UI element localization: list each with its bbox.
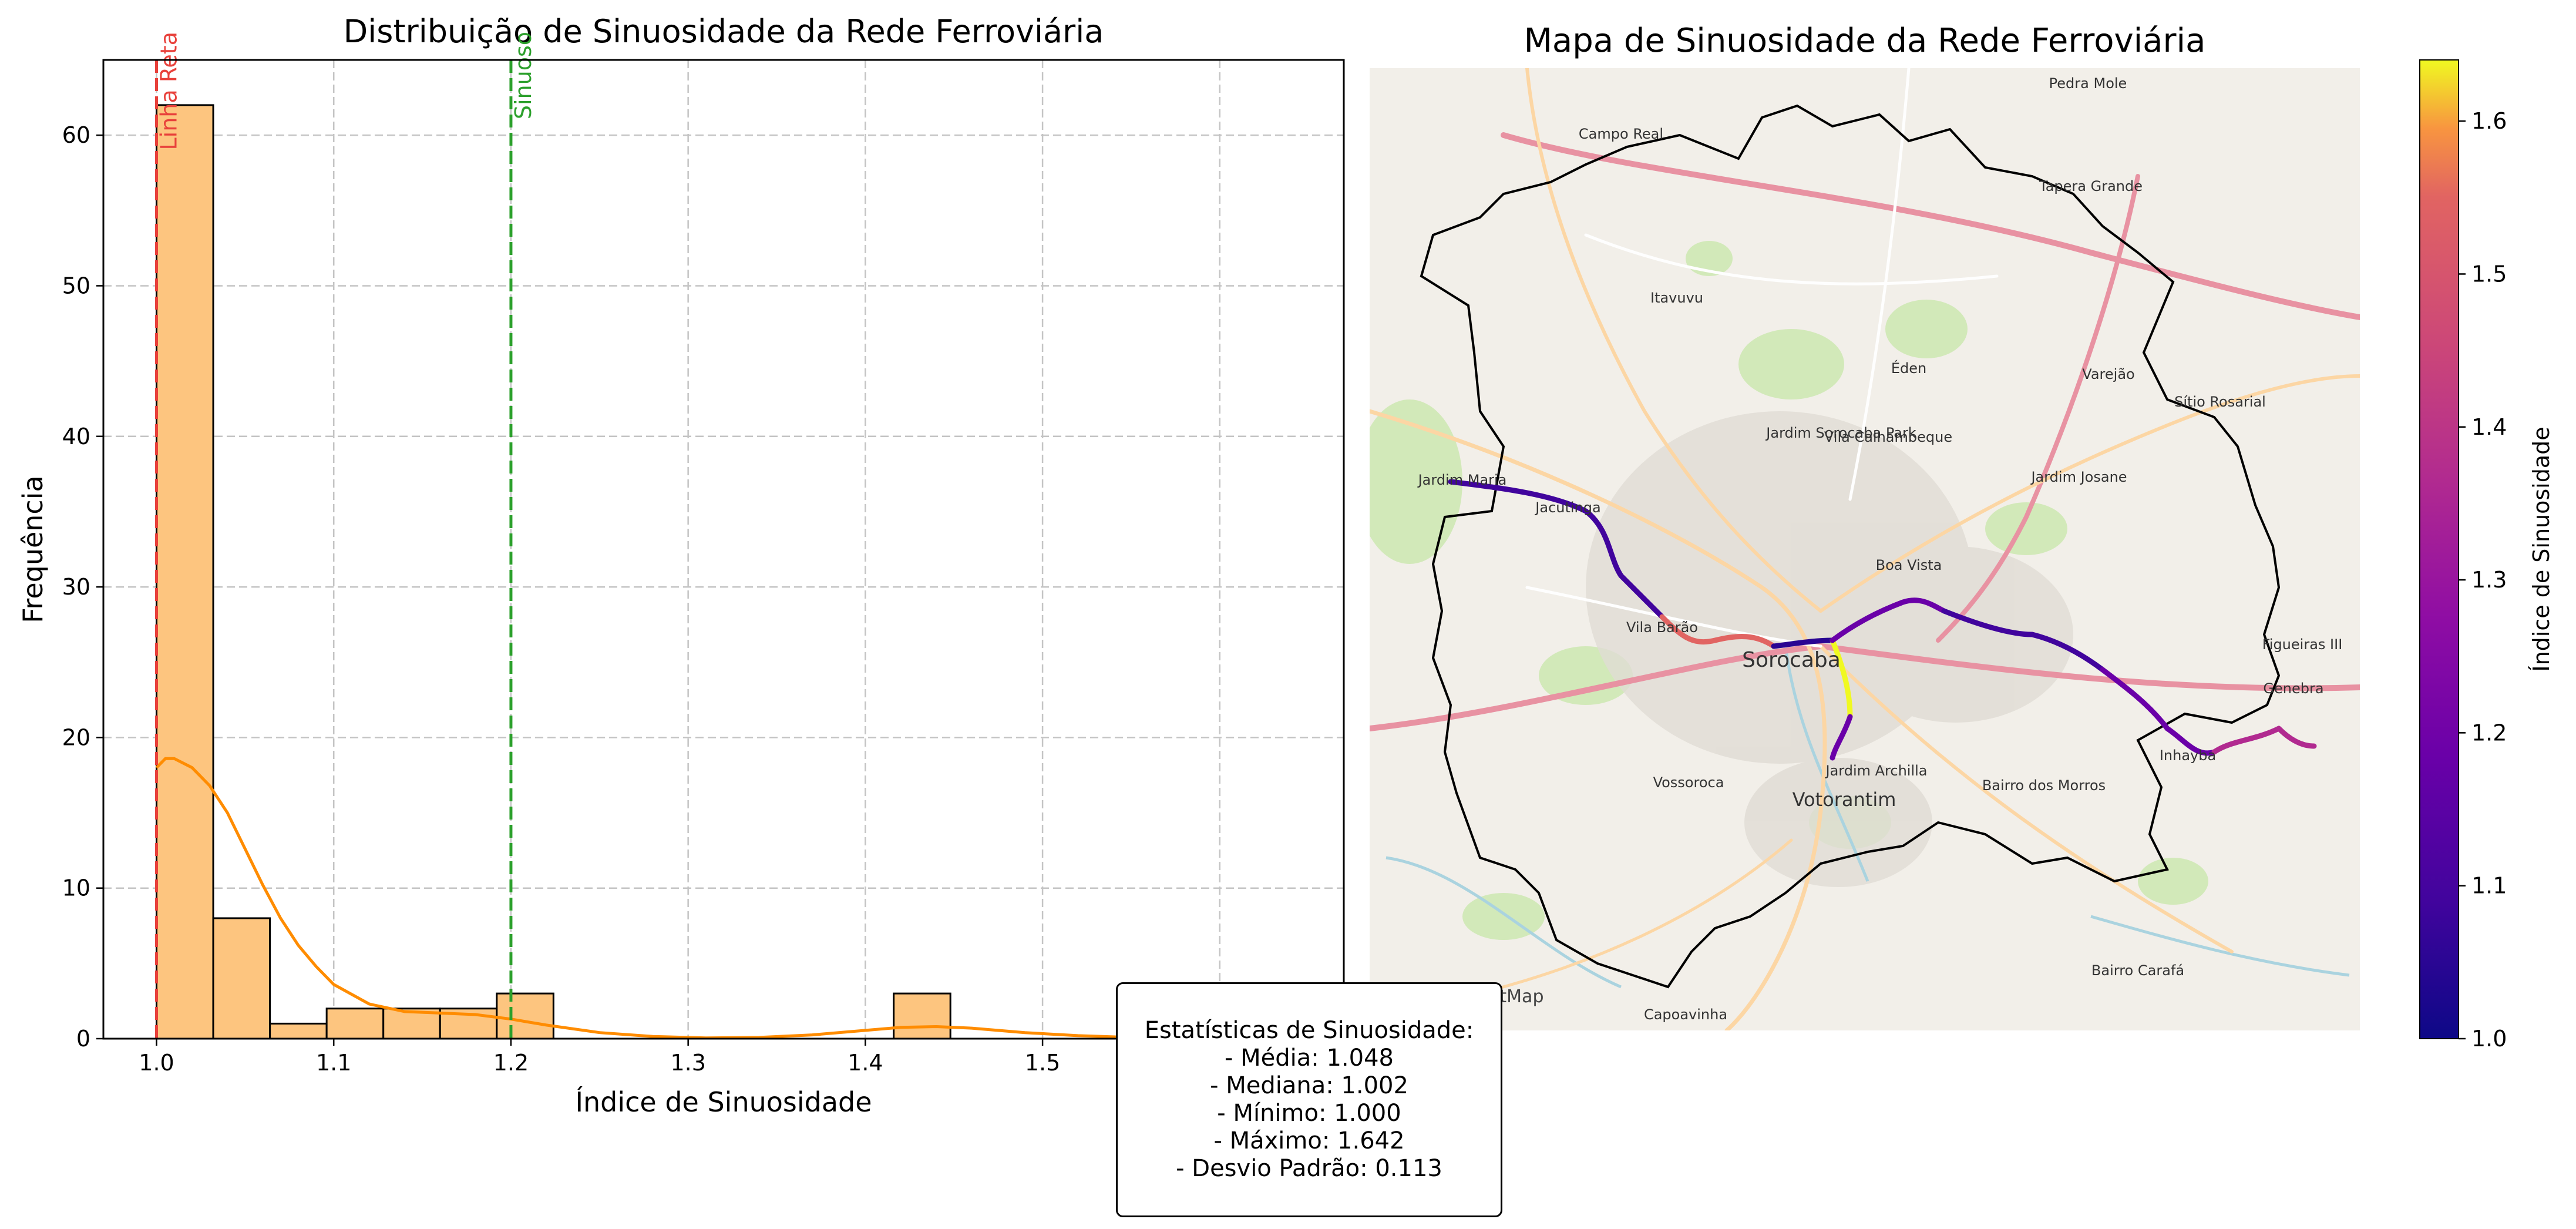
x-tick-label: 1.3: [670, 1050, 705, 1076]
map-title: Mapa de Sinuosidade da Rede Ferroviária: [1524, 22, 2206, 60]
histogram-panel: Distribuição de Sinuosidade da Rede Ferr…: [17, 13, 1345, 1118]
histogram-bars: [156, 104, 951, 1040]
map-place-label: Jacutinga: [1534, 499, 1600, 516]
stats-box: Estatísticas de Sinuosidade: - Média: 1.…: [1116, 982, 1502, 1217]
reference-lines: Linha Reta Sinuoso: [155, 32, 536, 1039]
colorbar-tick-label: 1.4: [2471, 414, 2507, 440]
urban-areas: [1586, 411, 2073, 887]
y-tick-label: 10: [62, 875, 90, 901]
map-place-label: Vila Calhambeque: [1824, 429, 1952, 445]
map-place-label: Itavuvu: [1650, 290, 1703, 306]
map-place-label: Jardim Archilla: [1824, 763, 1927, 779]
map-place-label: Jardim Sorocaba Park: [1765, 425, 1916, 441]
y-axis-label: Frequência: [17, 475, 49, 623]
map-panel: Mapa de Sinuosidade da Rede Ferroviária: [1370, 22, 2360, 1030]
histogram-bar: [269, 1022, 328, 1040]
colorbar-ticks: 1.0 1.1 1.2 1.3 1.4 1.5 1.6: [2459, 108, 2507, 1052]
green-areas: [1370, 241, 2208, 940]
reference-line-label: Sinuoso: [510, 32, 536, 119]
map-place-label: Sítio Rosarial: [2174, 394, 2266, 410]
municipality-border: [1420, 104, 2281, 989]
x-tick-label: 1.1: [316, 1050, 351, 1076]
map-place-label: Jardim Josane: [2030, 469, 2127, 485]
histogram-bar: [156, 104, 214, 1040]
x-tick-label: 1.5: [1025, 1050, 1060, 1076]
map-place-label: Capoavinha: [1644, 1006, 1727, 1023]
stats-median: - Mediana: 1.002: [1210, 1072, 1408, 1099]
map-place-label: Jardim Maria: [1417, 472, 1507, 488]
map-place-label: Pedra Mole: [2049, 75, 2127, 92]
map-place-label: Vossoroca: [1653, 774, 1724, 791]
y-tick-label: 40: [62, 424, 90, 449]
x-tick-label: 1.0: [139, 1050, 174, 1076]
reference-line-label: Linha Reta: [156, 32, 182, 150]
colorbar-tick-label: 1.2: [2471, 720, 2507, 746]
colorbar-tick-label: 1.1: [2471, 873, 2507, 899]
stats-std: - Desvio Padrão: 0.113: [1176, 1155, 1442, 1182]
histogram-bar: [893, 992, 951, 1040]
y-tick-label: 30: [62, 574, 90, 600]
y-tick-label: 20: [62, 724, 90, 750]
map-place-label: Éden: [1891, 360, 1926, 377]
map-place-label: Genebra: [2263, 680, 2323, 697]
map-place-label: Bairro Carafá: [2091, 962, 2184, 979]
roads: [1370, 68, 2360, 1030]
histogram-bar: [496, 992, 554, 1040]
colorbar-tick-label: 1.5: [2471, 261, 2507, 287]
colorbar: 1.0 1.1 1.2 1.3 1.4 1.5 1.6 Índice de Sinuosid…: [2419, 59, 2554, 1052]
map-place-label: Boa Vista: [1876, 557, 1942, 573]
histogram-grid: [103, 60, 1344, 1040]
y-tick-label: 60: [62, 122, 90, 148]
histogram-title: Distribuição de Sinuosidade da Rede Ferr…: [344, 13, 1104, 50]
map-place-label: Vila Barão: [1626, 619, 1698, 636]
colorbar-tick-label: 1.3: [2471, 567, 2507, 593]
y-axis-ticks: 0 10 20 30 40 50 60: [62, 122, 103, 1052]
histogram-frame: [102, 59, 1345, 1040]
stats-min: - Mínimo: 1.000: [1217, 1100, 1401, 1127]
map-place-label: Sorocaba: [1742, 648, 1841, 672]
colorbar-tick-label: 1.6: [2471, 108, 2507, 134]
colorbar-tick-label: 1.0: [2471, 1026, 2507, 1052]
y-tick-label: 50: [62, 273, 90, 298]
map-place-label: Votorantim: [1793, 788, 1896, 811]
x-tick-label: 1.2: [493, 1050, 529, 1076]
x-axis-label: Índice de Sinuosidade: [575, 1086, 872, 1118]
map-labels: Sorocaba Votorantim Jardim Maria Jacutinga B…: [1417, 75, 2343, 1023]
histogram-bar: [325, 1008, 385, 1040]
x-axis-ticks: 1.01.11.21.31.41.51.6: [139, 1039, 1237, 1076]
water: [1385, 646, 2350, 989]
map-place-label: Campo Real: [1579, 126, 1663, 142]
colorbar-gradient: [2419, 59, 2459, 1039]
map-place-label: Inhayba: [2160, 747, 2216, 764]
colorbar-label: Índice de Sinuosidade: [2528, 427, 2554, 671]
stats-title: Estatísticas de Sinuosidade:: [1144, 1017, 1474, 1044]
x-tick-label: 1.4: [848, 1050, 883, 1076]
map-canvas: Sorocaba Votorantim Jardim Maria Jacutinga B…: [1370, 68, 2360, 1030]
railway-network: [1448, 479, 2317, 761]
stats-max: - Máximo: 1.642: [1213, 1127, 1405, 1154]
stats-mean: - Média: 1.048: [1225, 1045, 1394, 1072]
map-place-label: Tapera Grande: [2039, 178, 2143, 194]
histogram-bar: [212, 917, 271, 1040]
map-place-label: Bairro dos Morros: [1982, 777, 2106, 794]
map-place-label: Varejão: [2082, 366, 2134, 382]
map-place-label: Figueiras III: [2262, 636, 2343, 653]
y-tick-label: 0: [76, 1026, 90, 1052]
